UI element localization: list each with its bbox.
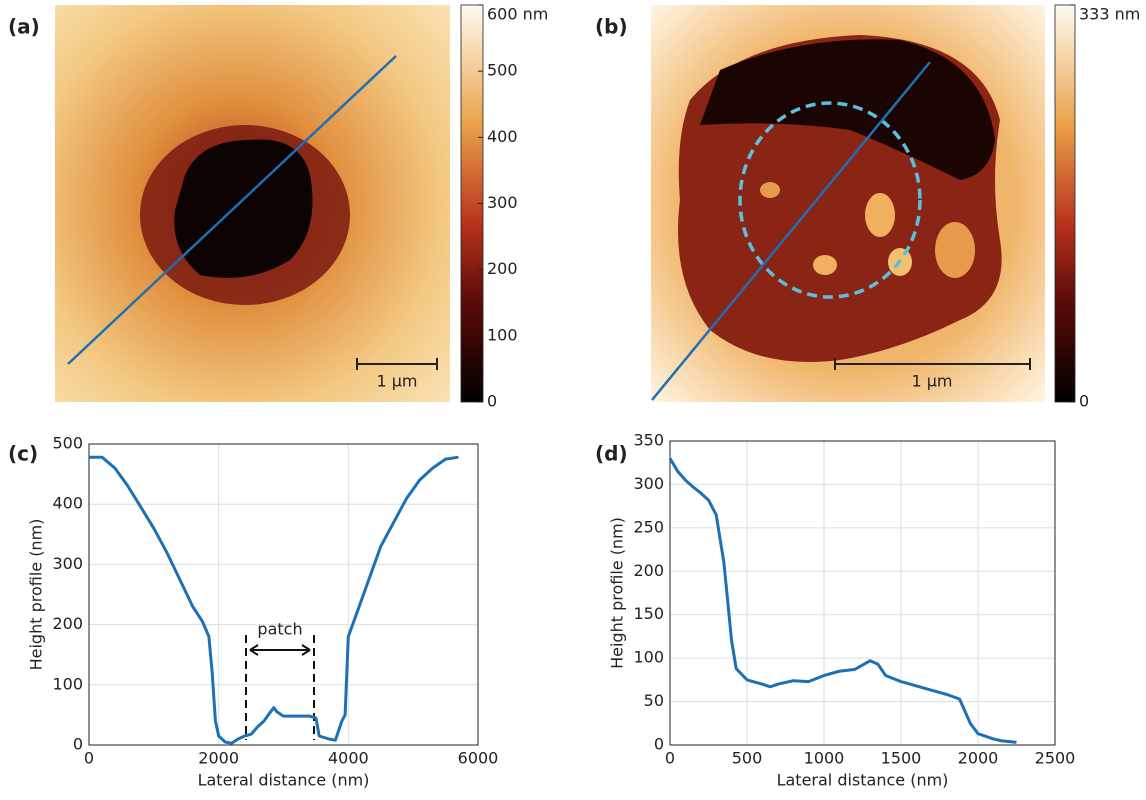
afm-image-a [55,5,450,402]
y-tick-label: 50 [644,691,664,710]
x-tick-label: 500 [732,749,763,768]
y-tick-label: 100 [633,648,664,667]
colorbar-tick-label: 0 [1079,392,1089,411]
y-tick-label: 150 [633,604,664,623]
colorbar-tick-label: 333 nm [1079,5,1140,24]
x-axis-title: Lateral distance (nm) [198,771,370,790]
x-tick-label: 0 [84,749,94,768]
colorbar-tick-label: 200 [487,259,518,278]
scale-bar-label: 1 µm [376,372,417,391]
x-axis-title: Lateral distance (nm) [777,771,949,790]
panel-label: (a) [8,15,40,39]
annotation: patch [257,620,302,639]
y-tick-label: 350 [633,431,664,450]
x-tick-label: 6000 [458,749,499,768]
y-tick-label: 500 [52,434,83,453]
y-tick-label: 250 [633,517,664,536]
x-tick-label: 1500 [881,749,922,768]
profile-line [89,455,459,745]
x-tick-label: 1000 [804,749,845,768]
patch-annotation [245,635,315,740]
y-tick-label: 200 [52,614,83,633]
afm-image-b [651,5,1045,402]
panel-label: (c) [8,442,38,466]
colorbar-tick-label: 0 [487,392,497,411]
colorbar-tick-label: 500 [487,61,518,80]
colorbar-tick-label: 400 [487,127,518,146]
x-tick-label: 0 [665,749,675,768]
y-tick-label: 200 [633,561,664,580]
colorbar-tick-label: 600 nm [487,5,548,24]
scale-bar-label: 1 µm [911,372,952,391]
y-tick-label: 300 [633,474,664,493]
profile-line [668,457,1017,744]
x-tick-label: 2000 [958,749,999,768]
y-tick-label: 300 [52,554,83,573]
x-tick-label: 2000 [198,749,239,768]
colorbar [1054,4,1076,403]
colorbar-tick-label: 100 [487,325,518,344]
y-tick-label: 0 [654,735,664,754]
panel-label: (d) [595,442,628,466]
y-tick-label: 400 [52,494,83,513]
x-tick-label: 4000 [328,749,369,768]
y-tick-label: 100 [52,674,83,693]
y-axis-title: Height profile (nm) [608,517,627,669]
y-tick-label: 0 [73,735,83,754]
panel-label: (b) [595,15,628,39]
y-axis-title: Height profile (nm) [27,519,46,671]
plot-frame [669,440,1056,746]
colorbar-tick-label: 300 [487,193,518,212]
x-tick-label: 2500 [1035,749,1076,768]
plot-frame [88,443,479,746]
